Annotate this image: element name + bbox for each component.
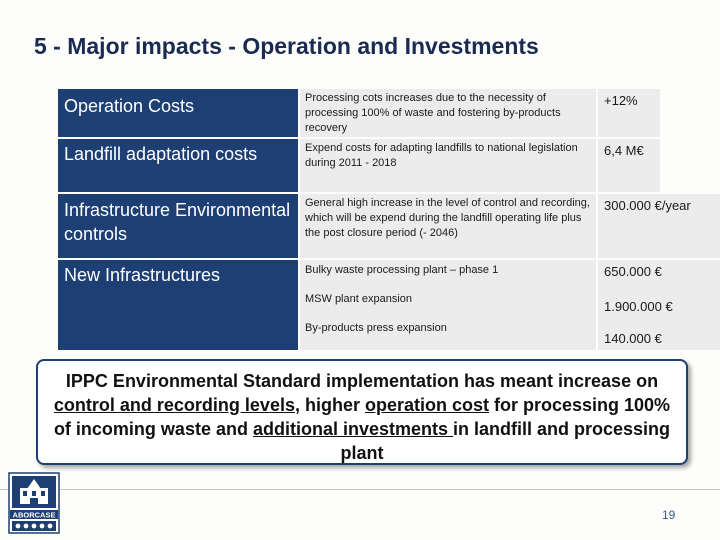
row-description: Processing cots increases due to the nec… [300, 89, 596, 137]
callout-text: for processing 100% of incoming waste an… [53, 395, 671, 439]
page-number: 19 [662, 508, 676, 522]
row-value: 300.000 €/year [598, 194, 720, 258]
table-row: Infrastructure Environmental controls Ge… [58, 194, 720, 258]
callout-underlined-text: control and recording levels [53, 395, 295, 415]
list-item-description: By-products press expansion [305, 322, 447, 334]
list-item-value: 1.900.000 € [604, 299, 673, 314]
callout-text: in landfill and processing plant [340, 419, 671, 463]
table-row: Landfill adaptation costs Expend costs f… [58, 139, 660, 192]
summary-callout: IPPC Environmental Standard implementati… [36, 359, 688, 465]
row-label: New Infrastructures [58, 260, 298, 350]
callout-text: IPPC Environmental Standard implementati… [65, 371, 659, 391]
row-description-list: Bulky waste processing plant – phase 1 M… [300, 260, 596, 350]
footer-divider [0, 489, 720, 490]
row-label: Operation Costs [58, 89, 298, 137]
list-item-description: Bulky waste processing plant – phase 1 [305, 264, 499, 276]
row-label: Landfill adaptation costs [58, 139, 298, 192]
callout-underlined-text: additional investments [252, 419, 454, 439]
row-value: +12% [598, 89, 660, 137]
callout-underlined-text: operation cost [364, 395, 489, 415]
row-label: Infrastructure Environmental controls [58, 194, 298, 258]
page-title: 5 - Major impacts - Operation and Invest… [34, 33, 539, 59]
table-row: Operation Costs Processing cots increase… [58, 89, 660, 137]
svg-text:ABORCASE: ABORCASE [13, 511, 56, 520]
list-item-value: 650.000 € [604, 264, 662, 279]
row-description: Expend costs for adapting landfills to n… [300, 139, 596, 192]
callout-text: , higher [294, 395, 365, 415]
aborcase-logo: ABORCASE [8, 472, 60, 534]
row-value: 6,4 M€ [598, 139, 660, 192]
table-row: New Infrastructures Bulky waste processi… [58, 260, 720, 350]
row-description: General high increase in the level of co… [300, 194, 596, 258]
row-value-list: 650.000 € 1.900.000 € 140.000 € [598, 260, 720, 350]
list-item-description: MSW plant expansion [305, 293, 412, 305]
list-item-value: 140.000 € [604, 331, 662, 346]
